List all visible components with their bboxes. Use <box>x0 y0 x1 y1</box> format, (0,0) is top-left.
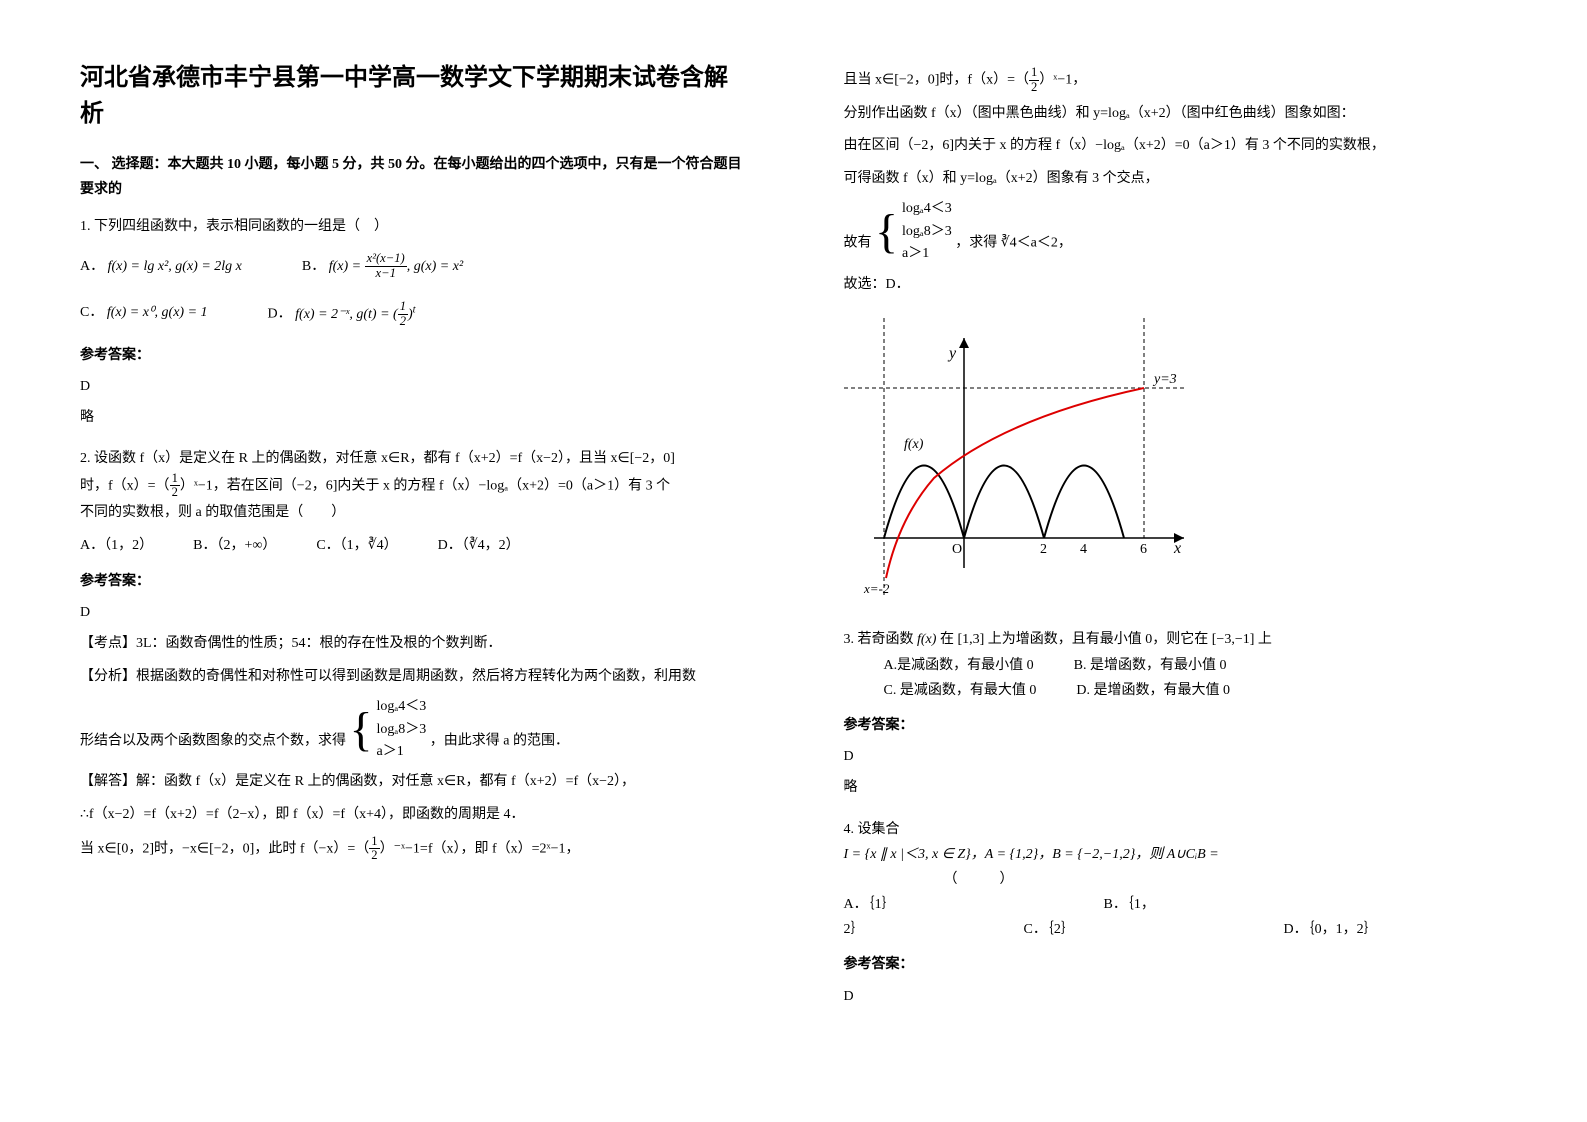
q4-setline: I = {x ∥ x |＜3, x ∈ Z}，A = {1,2}，B = {−2… <box>844 842 1508 867</box>
q3-stem: 3. 若奇函数 f(x) 在 [1,3] 上为增函数，且有最小值 0，则它在 [… <box>844 627 1508 652</box>
q2-r2: 分别作出函数 f（x）（图中黑色曲线）和 y=logₐ（x+2）（图中红色曲线）… <box>844 101 1508 128</box>
q4-answer-label: 参考答案： <box>844 952 1508 977</box>
q4-blank: （ ） <box>944 867 1508 892</box>
question-4: 4. 设集合 I = {x ∥ x |＜3, x ∈ Z}，A = {1,2}，… <box>844 817 1508 1009</box>
q2-optD: D．（∛4，2） <box>438 533 520 558</box>
q2-stem1: 2. 设函数 f（x）是定义在 R 上的偶函数，对任意 x∈R，都有 f（x+2… <box>80 446 744 471</box>
xminus2-label: x=-2 <box>863 581 890 596</box>
fx-label: f(x) <box>904 437 924 452</box>
q2-optB: B．（2，+∞） <box>193 533 276 558</box>
q2-exp6: 当 x∈[0，2]时，−x∈[−2，0]，此时 f（−x）=（12）⁻ˣ−1=f… <box>80 835 744 864</box>
q2-exp1: 【考点】3L：函数奇偶性的性质；54：根的存在性及根的个数判断． <box>80 631 744 658</box>
q2-exp4: 【解答】解：函数 f（x）是定义在 R 上的偶函数，对任意 x∈R，都有 f（x… <box>80 769 744 796</box>
q2-answer-label: 参考答案： <box>80 569 744 594</box>
left-column: 河北省承德市丰宁县第一中学高一数学文下学期期末试卷含解析 一、 选择题：本大题共… <box>0 0 794 1122</box>
q1-answer-label: 参考答案： <box>80 343 744 368</box>
q4-optD: D．｛0，1，2｝ <box>1284 917 1378 942</box>
y-axis-label: y <box>947 345 957 362</box>
doc-title: 河北省承德市丰宁县第一中学高一数学文下学期期末试卷含解析 <box>80 60 744 132</box>
q4-optC: C．｛2｝ <box>1024 917 1284 942</box>
q2-exp3: 形结合以及两个函数图象的交点个数，求得 { logₐ4＜3 logₐ8＞3 a＞… <box>80 696 744 763</box>
question-2: 2. 设函数 f（x）是定义在 R 上的偶函数，对任意 x∈R，都有 f（x+2… <box>80 446 744 863</box>
left-brace-icon: { <box>350 706 373 754</box>
q3-optA: A.是减函数，有最小值 0 <box>884 653 1034 678</box>
q1-stem: 1. 下列四组函数中，表示相同函数的一组是（ ） <box>80 214 744 239</box>
q2-r4: 可得函数 f（x）和 y=logₐ（x+2）图象有 3 个交点， <box>844 166 1508 193</box>
q1-optC: C． f(x) = x⁰, g(x) = 1 <box>80 298 208 330</box>
q1-brief: 略 <box>80 405 744 430</box>
q2-optA: A．（1，2） <box>80 533 153 558</box>
right-column: 且当 x∈[−2，0]时，f（x）=（12）ˣ−1， 分别作出函数 f（x）（图… <box>794 0 1587 1122</box>
tick-2: 2 <box>1040 542 1047 557</box>
q1-options: A． f(x) = lg x², g(x) = 2lg x B． f(x) = … <box>80 252 744 331</box>
left-brace-icon: { <box>875 208 898 256</box>
q2-optC: C．（1，∛4） <box>316 533 397 558</box>
q3-answer: D <box>844 744 1508 769</box>
q2-r1: 且当 x∈[−2，0]时，f（x）=（12）ˣ−1， <box>844 66 1508 95</box>
tick-6: 6 <box>1140 542 1147 557</box>
question-3: 3. 若奇函数 f(x) 在 [1,3] 上为增函数，且有最小值 0，则它在 [… <box>844 627 1508 800</box>
q2-exp5: ∴f（x−2）=f（x+2）=f（2−x），即 f（x）=f（x+4），即函数的… <box>80 802 744 829</box>
q2-r3: 由在区间（−2，6]内关于 x 的方程 f（x）−logₐ（x+2）=0（a＞1… <box>844 133 1508 160</box>
q2-r6: 故选：D． <box>844 272 1508 299</box>
q2-r5: 故有 { logₐ4＜3 logₐ8＞3 a＞1 ，求得 ∛4＜a＜2， <box>844 198 1508 265</box>
origin-label: O <box>952 542 962 557</box>
q3-optC: C. 是减函数，有最大值 0 <box>884 678 1037 703</box>
function-graph: y x O 2 4 6 y=3 f(x) x=-2 <box>844 318 1508 607</box>
q4-optB2: 2｝ <box>844 917 1024 942</box>
q3-brief: 略 <box>844 775 1508 800</box>
q1-optD: D． f(x) = 2⁻ˣ, g(t) = (12)t <box>268 298 416 330</box>
x-axis-label: x <box>1173 540 1181 557</box>
q4-options: A．｛1｝ B．｛1， 2｝ C．｛2｝ D．｛0，1，2｝ <box>844 892 1508 942</box>
tick-4: 4 <box>1080 542 1087 557</box>
q2-stem2: 时，f（x）=（12）ˣ−1，若在区间（−2，6]内关于 x 的方程 f（x）−… <box>80 472 744 501</box>
q3-options: A.是减函数，有最小值 0 B. 是增函数，有最小值 0 C. 是减函数，有最大… <box>884 653 1508 703</box>
q2-answer: D <box>80 600 744 625</box>
q3-optD: D. 是增函数，有最大值 0 <box>1076 678 1230 703</box>
q3-optB: B. 是增函数，有最小值 0 <box>1074 653 1227 678</box>
q2-stem3: 不同的实数根，则 a 的取值范围是（ ） <box>80 500 744 525</box>
q1-answer: D <box>80 374 744 399</box>
q1-optA: A． f(x) = lg x², g(x) = 2lg x <box>80 252 242 283</box>
q2-exp2: 【分析】根据函数的奇偶性和对称性可以得到函数是周期函数，然后将方程转化为两个函数… <box>80 664 744 691</box>
question-1: 1. 下列四组函数中，表示相同函数的一组是（ ） A． f(x) = lg x²… <box>80 214 744 430</box>
section-header: 一、 选择题：本大题共 10 小题，每小题 5 分，共 50 分。在每小题给出的… <box>80 152 744 202</box>
q4-optA: A．｛1｝ <box>844 892 1104 917</box>
y3-label: y=3 <box>1152 372 1177 387</box>
q4-stem: 4. 设集合 <box>844 817 1508 842</box>
q1-optB: B． f(x) = x²(x−1)x−1, g(x) = x² <box>302 252 463 283</box>
q4-optB: B．｛1， <box>1104 892 1155 917</box>
q4-answer: D <box>844 984 1508 1009</box>
q3-answer-label: 参考答案： <box>844 713 1508 738</box>
